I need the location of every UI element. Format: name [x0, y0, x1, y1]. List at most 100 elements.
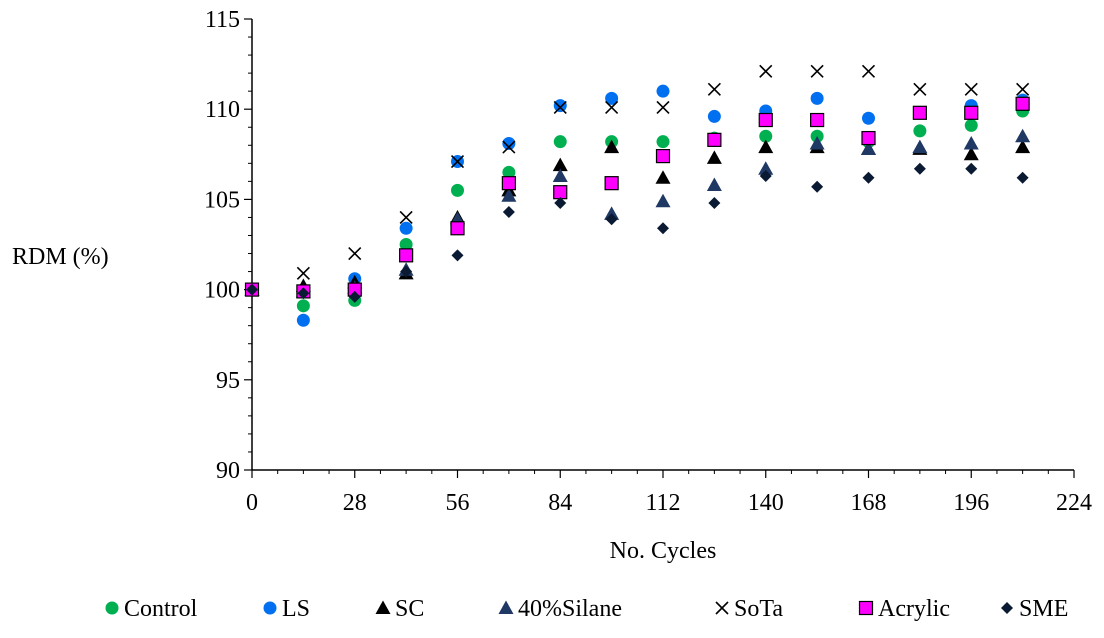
- data-point: [553, 100, 567, 114]
- data-point: [399, 238, 413, 251]
- data-point: [758, 139, 774, 154]
- legend-label: Acrylic: [878, 596, 950, 622]
- data-point: [656, 100, 670, 114]
- data-point: [450, 154, 465, 169]
- data-point: [1015, 139, 1031, 154]
- data-point: [501, 188, 517, 202]
- data-point: [657, 222, 669, 235]
- data-point: [502, 136, 516, 150]
- y-tick-label: 115: [205, 7, 240, 33]
- data-point: [1015, 128, 1031, 143]
- data-point: [912, 139, 928, 154]
- data-point: [605, 91, 619, 105]
- legend: Control LS SC 40%Silane SoTa Acrylic SME: [105, 596, 1068, 622]
- data-point: [861, 141, 876, 155]
- legend-item: SME: [1001, 596, 1068, 622]
- data-point: [656, 135, 670, 149]
- data-point: [913, 124, 927, 138]
- data-point: [964, 82, 978, 96]
- data-point: [759, 64, 773, 78]
- data-point: [965, 162, 978, 175]
- data-point: [501, 176, 516, 191]
- y-tick-label: 105: [204, 187, 240, 213]
- legend-marker: [375, 600, 391, 614]
- data-point: [810, 91, 824, 105]
- data-point: [861, 64, 876, 78]
- legend-label: Control: [124, 596, 198, 622]
- data-point: [758, 112, 773, 128]
- y-tick-label: 95: [216, 368, 240, 394]
- data-points: [244, 64, 1031, 327]
- legend-marker: [263, 601, 277, 615]
- data-point: [963, 135, 979, 150]
- data-point: [759, 169, 772, 182]
- data-point: [707, 82, 721, 96]
- data-point: [913, 82, 927, 96]
- data-point: [502, 140, 516, 154]
- data-point: [348, 290, 361, 303]
- data-point: [348, 246, 362, 261]
- data-point: [963, 146, 979, 161]
- legend-item: SoTa: [715, 596, 783, 622]
- legend-label: SC: [395, 596, 424, 622]
- data-point: [1016, 171, 1029, 184]
- data-point: [554, 197, 567, 210]
- data-point: [296, 313, 310, 327]
- data-point: [862, 111, 875, 125]
- legend-item: LS: [263, 596, 310, 622]
- data-point: [451, 183, 464, 197]
- series-control: [245, 104, 1030, 313]
- data-point: [706, 150, 722, 164]
- x-tick-label: 140: [748, 490, 784, 516]
- data-point: [451, 249, 464, 262]
- x-tick-label: 84: [548, 490, 572, 516]
- data-point: [399, 210, 413, 225]
- x-tick-label: 0: [246, 490, 258, 516]
- y-axis-title: RDM (%): [12, 244, 109, 270]
- data-point: [655, 193, 671, 208]
- data-point: [759, 129, 773, 143]
- data-point: [708, 197, 721, 210]
- data-point: [553, 135, 567, 149]
- legend-marker: [715, 601, 729, 615]
- data-point: [296, 266, 310, 280]
- x-axis-title: No. Cycles: [610, 538, 717, 564]
- data-point: [707, 109, 721, 123]
- data-point: [1015, 96, 1030, 111]
- data-point: [655, 170, 671, 184]
- legend-item: Acrylic: [858, 596, 950, 622]
- data-point: [1016, 82, 1030, 96]
- data-point: [656, 84, 670, 98]
- legend-label: SME: [1019, 596, 1068, 622]
- data-point: [862, 171, 875, 184]
- series-40-silane: [244, 128, 1031, 298]
- legend-marker: [105, 601, 119, 615]
- data-point: [502, 206, 515, 219]
- data-point: [912, 105, 927, 120]
- data-point: [758, 161, 774, 175]
- data-point: [913, 162, 926, 175]
- x-tick-label: 224: [1056, 490, 1092, 516]
- legend-item: Control: [105, 596, 198, 622]
- series-ls: [245, 84, 1030, 327]
- series-sc: [244, 139, 1031, 296]
- x-tick-label: 196: [953, 490, 989, 516]
- series-sota: [245, 64, 1030, 297]
- x-tick-label: 56: [446, 490, 470, 516]
- legend-item: 40%Silane: [498, 596, 622, 622]
- data-point: [810, 112, 825, 128]
- legend-label: LS: [282, 596, 310, 622]
- data-point: [296, 299, 310, 313]
- legend-marker: [498, 600, 514, 614]
- data-point: [604, 176, 619, 191]
- y-tick-label: 90: [216, 458, 240, 484]
- data-point: [964, 105, 979, 120]
- data-point: [399, 248, 414, 263]
- legend-label: 40%Silane: [518, 596, 622, 622]
- data-point: [809, 135, 825, 150]
- data-point: [399, 221, 413, 235]
- y-tick-label: 100: [204, 278, 240, 304]
- x-tick-label: 168: [851, 490, 887, 516]
- series-sme: [246, 162, 1029, 303]
- legend-label: SoTa: [734, 596, 783, 622]
